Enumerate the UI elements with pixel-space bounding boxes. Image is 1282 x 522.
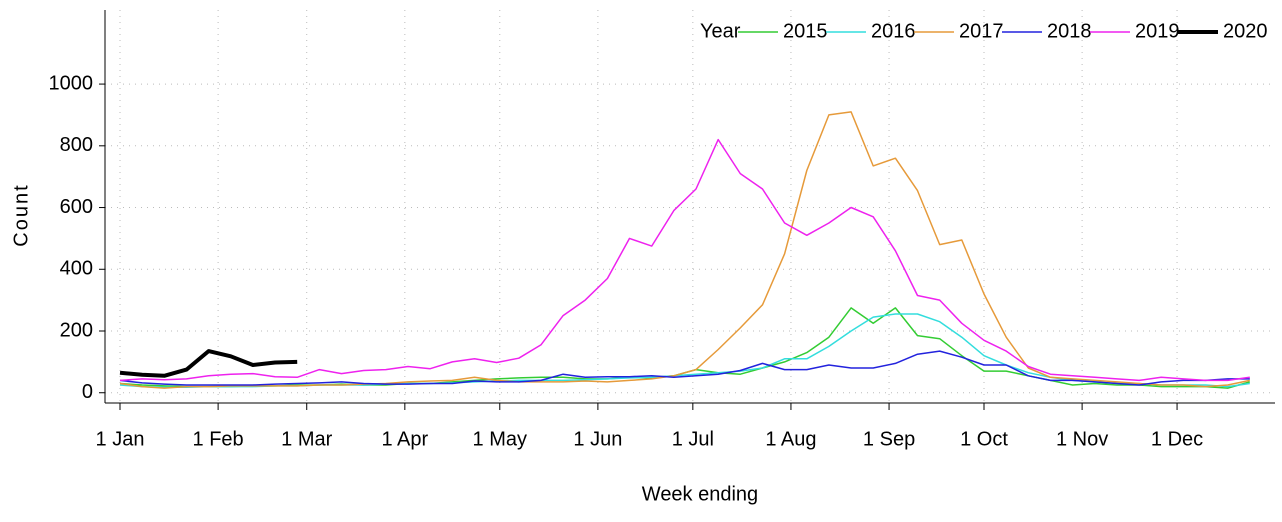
y-tick-label: 0 bbox=[82, 381, 93, 403]
x-axis-label: Week ending bbox=[642, 483, 758, 505]
y-axis-label: Count bbox=[10, 183, 32, 246]
y-tick-label: 800 bbox=[60, 134, 93, 156]
legend-label: 2019 bbox=[1135, 20, 1180, 42]
x-tick-label: 1 Jan bbox=[96, 428, 145, 450]
legend-label: 2020 bbox=[1223, 20, 1268, 42]
x-tick-label: 1 Nov bbox=[1056, 428, 1108, 450]
legend-label: 2018 bbox=[1047, 20, 1092, 42]
series-line bbox=[119, 138, 1250, 382]
x-tick-label: 1 Jun bbox=[573, 428, 622, 450]
legend-title: Year bbox=[700, 20, 741, 42]
x-tick-label: 1 Apr bbox=[381, 428, 428, 450]
x-tick-label: 1 Dec bbox=[1151, 428, 1203, 450]
series-line bbox=[119, 349, 298, 378]
x-tick-label: 1 Mar bbox=[281, 428, 332, 450]
series-line bbox=[119, 111, 1250, 389]
x-tick-label: 1 Feb bbox=[193, 428, 244, 450]
x-tick-label: 1 Jul bbox=[672, 428, 714, 450]
y-tick-label: 200 bbox=[60, 319, 93, 341]
y-tick-label: 400 bbox=[60, 258, 93, 280]
x-tick-label: 1 Oct bbox=[960, 428, 1008, 450]
x-tick-label: 1 Aug bbox=[765, 428, 816, 450]
series-line bbox=[119, 350, 1250, 386]
legend-label: 2016 bbox=[871, 20, 916, 42]
x-tick-label: 1 Sep bbox=[863, 428, 915, 450]
legend-label: 2017 bbox=[959, 20, 1004, 42]
y-tick-label: 1000 bbox=[49, 72, 94, 94]
y-tick-label: 600 bbox=[60, 196, 93, 218]
x-tick-label: 1 May bbox=[473, 428, 527, 450]
legend-label: 2015 bbox=[783, 20, 828, 42]
